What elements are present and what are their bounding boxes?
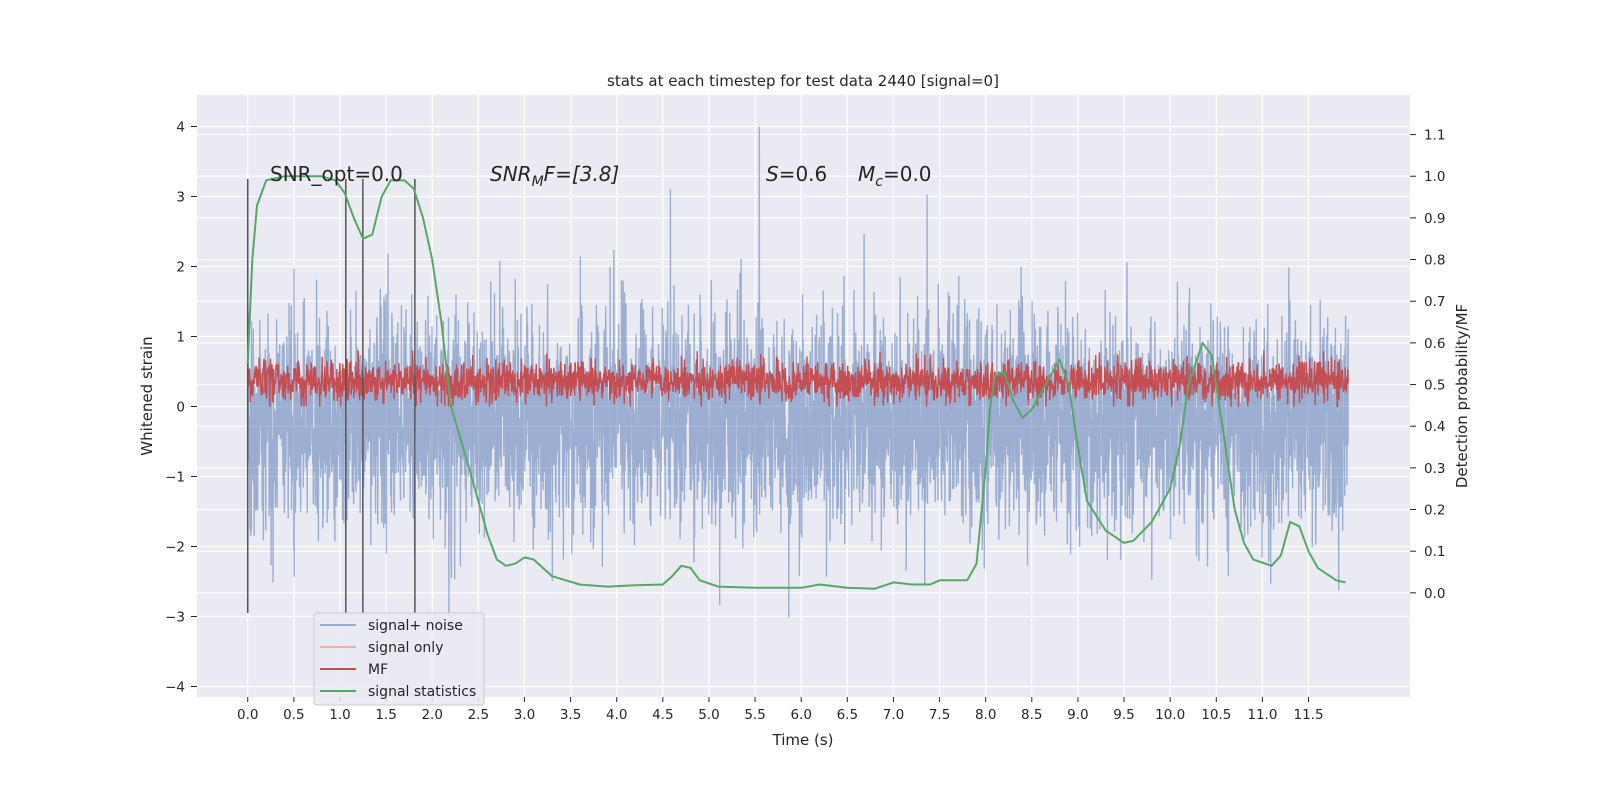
x-axis-label: Time (s) [772, 731, 834, 749]
x-tick-label: 1.0 [329, 707, 350, 723]
x-tick-label: 2.0 [421, 707, 442, 723]
y-right-tick-label: 0.9 [1424, 211, 1445, 227]
annotation-snr-opt: SNR_opt=0.0 [270, 162, 403, 186]
x-tick-label: 1.5 [375, 707, 396, 723]
y-right-tick-label: 0.7 [1424, 294, 1445, 310]
x-tick-label: 4.0 [606, 707, 627, 723]
x-tick-label: 6.5 [837, 707, 858, 723]
annotation-mc: Mc=0.0 [858, 162, 932, 190]
y-right-tick-label: 0.0 [1424, 586, 1445, 602]
x-tick-label: 0.0 [237, 707, 258, 723]
x-tick-label: 5.5 [744, 707, 765, 723]
y-tick-label: 4 [176, 120, 185, 136]
y-right-tick-label: 1.0 [1424, 169, 1445, 185]
x-tick-label: 11.0 [1247, 707, 1277, 723]
x-tick-label: 2.5 [468, 707, 489, 723]
y-right-tick-label: 1.1 [1424, 128, 1445, 144]
y-right-axis-label: Detection probability/MF [1453, 304, 1471, 488]
legend: signal+ noise signal only MF signal statist… [313, 612, 485, 706]
x-tick-label: 10.0 [1155, 707, 1185, 723]
legend-label: signal statistics [368, 684, 476, 700]
snr-mf-sub: M [532, 174, 544, 190]
y-axis-label: Whitened strain [138, 336, 156, 455]
x-tick-label: 8.0 [975, 707, 996, 723]
snr-mf-rest: F=[3.8] [544, 162, 620, 186]
y-right-tick-label: 0.5 [1424, 378, 1445, 394]
annotation-snr-mf: SNRMF=[3.8] [490, 162, 619, 190]
y-tick-label: −2 [165, 540, 185, 556]
mc-val: =0.0 [883, 162, 932, 186]
y-right-tick-label: 0.6 [1424, 336, 1445, 352]
x-tick-label: 9.0 [1067, 707, 1088, 723]
y-tick-label: −3 [165, 610, 185, 626]
x-tick-label: 11.5 [1294, 707, 1324, 723]
snr-mf-base: SNR [490, 162, 532, 186]
x-tick-label: 7.5 [929, 707, 950, 723]
y-tick-label: 2 [176, 260, 185, 276]
x-tick-label: 3.5 [560, 707, 581, 723]
y-right-tick-label: 0.8 [1424, 253, 1445, 269]
mf-line [247, 350, 1349, 408]
annotation-s: S=0.6 [766, 162, 827, 186]
x-tick-label: 9.5 [1113, 707, 1134, 723]
x-tick-label: 5.0 [698, 707, 719, 723]
mc-var: M [858, 162, 875, 186]
legend-label: signal+ noise [368, 618, 463, 634]
y-right-tick-label: 0.4 [1424, 419, 1445, 435]
x-tick-label: 3.0 [514, 707, 535, 723]
s-val: =0.6 [779, 162, 828, 186]
y-right-tick-label: 0.3 [1424, 461, 1445, 477]
x-tick-label: 4.5 [652, 707, 673, 723]
x-tick-label: 10.5 [1201, 707, 1231, 723]
y-right-tick-label: 0.1 [1424, 544, 1445, 560]
annotations: SNR_opt=0.0 SNRMF=[3.8] S=0.6 Mc=0.0 [270, 162, 932, 190]
s-var: S [766, 162, 779, 186]
y-tick-label: −4 [165, 680, 185, 696]
chart-title: stats at each timestep for test data 244… [607, 72, 999, 90]
y-tick-label: −1 [165, 470, 185, 486]
x-tick-label: 8.5 [1021, 707, 1042, 723]
mc-sub: c [875, 174, 883, 190]
y-tick-label: 3 [176, 190, 185, 206]
legend-label: signal only [368, 640, 443, 656]
legend-box [313, 612, 485, 706]
x-tick-label: 0.5 [283, 707, 304, 723]
x-tick-label: 6.0 [790, 707, 811, 723]
y-tick-label: 0 [176, 400, 185, 416]
legend-label: MF [368, 662, 388, 678]
y-tick-label: 1 [176, 330, 185, 346]
x-tick-label: 7.0 [883, 707, 904, 723]
signal-statistics-line [246, 175, 1346, 590]
y-right-tick-label: 0.2 [1424, 503, 1445, 519]
